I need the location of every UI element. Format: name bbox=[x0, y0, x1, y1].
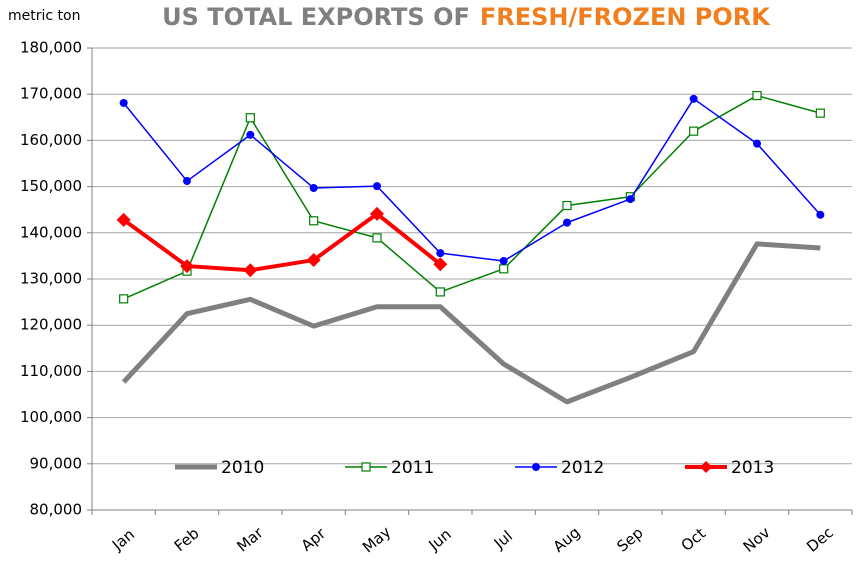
marker bbox=[119, 98, 128, 107]
marker bbox=[436, 249, 445, 258]
marker bbox=[180, 259, 194, 274]
marker bbox=[243, 263, 258, 278]
series-line bbox=[122, 211, 442, 273]
marker bbox=[306, 253, 321, 268]
marker bbox=[815, 108, 825, 118]
marker bbox=[499, 264, 509, 274]
x-tick-label: Feb bbox=[171, 524, 203, 555]
x-tick-label: Jan bbox=[108, 525, 138, 554]
y-tick-label: 120,000 bbox=[20, 316, 82, 334]
y-axis-label: metric ton bbox=[8, 8, 80, 24]
y-tick-label: 110,000 bbox=[20, 362, 82, 380]
title-part: US TOTAL EXPORTS OF bbox=[162, 3, 470, 31]
legend-label: 2013 bbox=[731, 458, 774, 478]
marker bbox=[433, 257, 448, 272]
x-tick-label: Sep bbox=[613, 524, 646, 556]
marker bbox=[370, 206, 384, 221]
series-line bbox=[123, 98, 821, 262]
x-tick-label: Nov bbox=[740, 523, 774, 556]
marker bbox=[373, 182, 381, 191]
x-tick-label: Jul bbox=[490, 527, 516, 553]
title-part: FRESH/FROZEN PORK bbox=[480, 3, 771, 31]
marker bbox=[246, 130, 255, 139]
x-tick-label: Dec bbox=[803, 523, 837, 555]
marker bbox=[752, 90, 762, 101]
legend-label: 2011 bbox=[391, 458, 434, 478]
y-tick-label: 80,000 bbox=[30, 501, 83, 519]
x-tick-label: Aug bbox=[550, 523, 584, 556]
marker bbox=[183, 177, 191, 186]
y-tick-label: 100,000 bbox=[20, 408, 82, 426]
marker bbox=[689, 126, 699, 136]
series-line bbox=[121, 241, 821, 405]
x-tick-label: Oct bbox=[678, 524, 710, 555]
y-tick-label: 90,000 bbox=[30, 454, 83, 472]
marker bbox=[689, 94, 698, 103]
marker bbox=[816, 210, 825, 219]
chart-title: US TOTAL EXPORTS OF FRESH/FROZEN PORK bbox=[162, 3, 771, 31]
legend-label: 2010 bbox=[221, 458, 264, 478]
y-tick-label: 180,000 bbox=[20, 39, 82, 57]
y-tick-label: 140,000 bbox=[20, 223, 82, 241]
marker bbox=[562, 200, 572, 211]
y-tick-label: 160,000 bbox=[20, 131, 82, 149]
y-tick-label: 130,000 bbox=[20, 270, 82, 288]
y-tick-label: 150,000 bbox=[20, 177, 82, 195]
marker bbox=[626, 195, 635, 204]
x-tick-label: Jun bbox=[424, 525, 454, 554]
marker bbox=[309, 183, 318, 192]
marker bbox=[753, 139, 761, 148]
marker bbox=[563, 218, 571, 227]
marker bbox=[309, 216, 319, 226]
marker bbox=[532, 463, 540, 471]
marker bbox=[361, 462, 371, 472]
marker bbox=[372, 233, 382, 243]
legend-label: 2012 bbox=[561, 458, 604, 478]
y-tick-label: 170,000 bbox=[20, 85, 82, 103]
marker bbox=[499, 256, 508, 265]
marker bbox=[245, 113, 255, 123]
marker bbox=[435, 287, 445, 297]
x-tick-label: Apr bbox=[298, 524, 330, 555]
marker bbox=[116, 212, 131, 227]
x-tick-label: May bbox=[359, 523, 394, 557]
marker bbox=[119, 294, 129, 304]
x-tick-label: Mar bbox=[233, 523, 267, 556]
marker bbox=[700, 461, 712, 473]
